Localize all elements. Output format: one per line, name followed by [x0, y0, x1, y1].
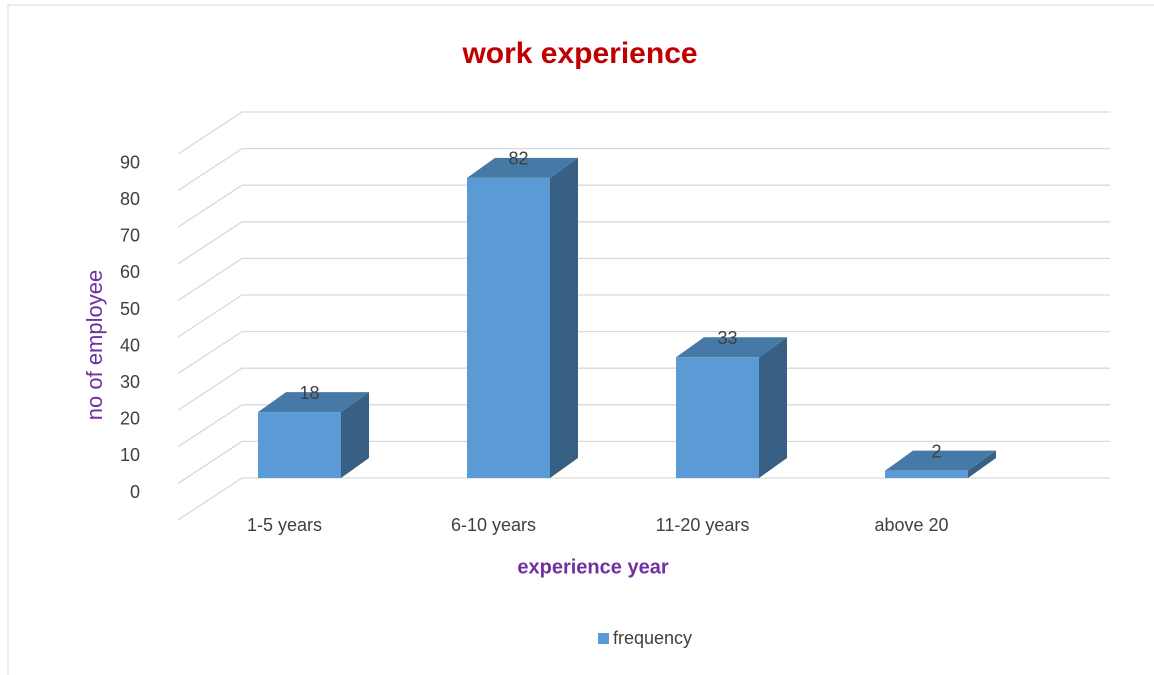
grid-line — [177, 257, 1110, 301]
y-tick-label: 10 — [120, 445, 140, 465]
grid-line — [177, 404, 1110, 448]
y-tick-label: 0 — [130, 482, 140, 502]
x-tick-label: above 20 — [874, 515, 948, 535]
bar-side — [968, 450, 996, 478]
bar — [467, 177, 550, 478]
data-label: 18 — [299, 383, 319, 403]
legend-swatch — [598, 633, 609, 644]
grid-line — [177, 477, 1110, 521]
bar-side — [759, 337, 787, 478]
grid-line — [177, 294, 1110, 338]
y-tick-label: 20 — [120, 409, 140, 429]
x-axis-label: experience year — [517, 556, 668, 578]
bar-top — [676, 337, 787, 358]
x-tick-label: 1-5 years — [247, 515, 322, 535]
bar-top — [258, 392, 369, 413]
y-tick-label: 60 — [120, 262, 140, 282]
x-tick-label: 11-20 years — [656, 515, 750, 535]
chart-title: work experience — [461, 37, 697, 70]
y-axis-label: no of employee — [82, 270, 107, 420]
bar-side — [341, 392, 369, 478]
x-tick-label: 6-10 years — [451, 515, 536, 535]
grid-line — [177, 367, 1110, 411]
bar-top — [885, 450, 996, 471]
grid-line — [177, 440, 1110, 484]
data-label: 82 — [508, 149, 528, 169]
grid-line — [177, 221, 1110, 265]
y-tick-label: 80 — [120, 189, 140, 209]
legend-label: frequency — [613, 628, 692, 648]
chart-border — [7, 4, 1154, 675]
bar — [885, 470, 968, 478]
grid-line — [177, 330, 1110, 375]
data-label: 33 — [717, 328, 737, 348]
bar-side — [550, 157, 578, 478]
grid-line — [177, 184, 1110, 228]
bar — [676, 357, 759, 478]
bar-top — [467, 157, 578, 178]
y-tick-label: 70 — [120, 226, 140, 246]
bar — [258, 412, 341, 478]
y-tick-label: 30 — [120, 372, 140, 392]
y-tick-label: 50 — [120, 299, 140, 319]
grid-line — [177, 147, 1110, 192]
y-tick-label: 90 — [120, 152, 140, 172]
y-tick-label: 40 — [120, 335, 140, 355]
grid-line — [177, 111, 1110, 155]
data-label: 2 — [931, 441, 941, 461]
